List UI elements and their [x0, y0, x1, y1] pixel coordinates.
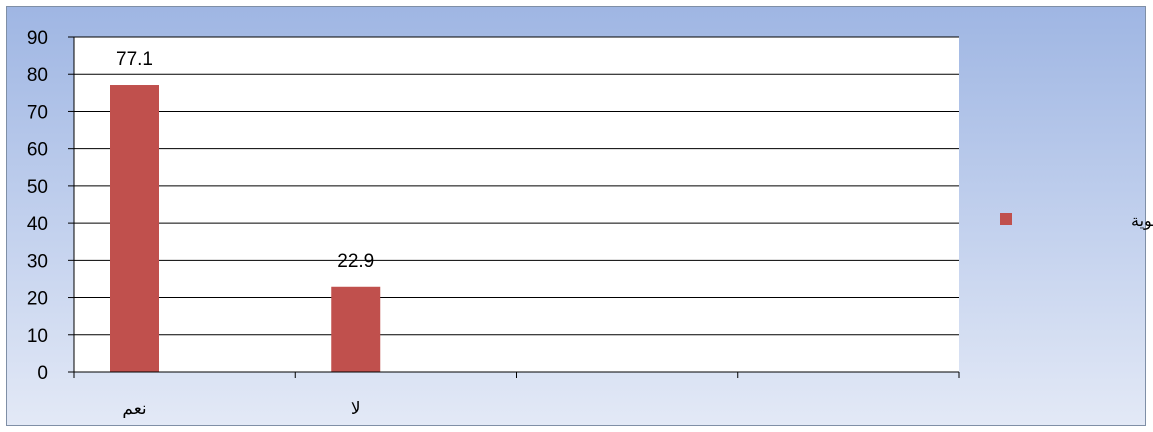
axes [68, 36, 960, 378]
y-tick-label: 20 [27, 289, 48, 310]
labels: 0 10 20 30 40 50 60 70 80 90 77.1 نعم 22.9 لا [27, 28, 374, 419]
bar [110, 85, 159, 373]
bar [331, 286, 381, 372]
legend-swatch [1000, 213, 1012, 225]
x-tick-label: نعم [122, 399, 146, 419]
data-label: 22.9 [337, 251, 374, 272]
y-tick-label: 40 [27, 214, 48, 235]
legend-label: النسبة المئوية [1131, 211, 1153, 231]
gridlines [74, 36, 959, 336]
y-tick-label: 90 [27, 28, 48, 49]
legend: النسبة المئوية [1000, 211, 1153, 231]
plot-area [74, 37, 959, 372]
y-tick-label: 10 [27, 326, 48, 347]
y-tick-label: 70 [27, 102, 48, 123]
y-tick-label: 80 [27, 65, 48, 86]
data-label: 77.1 [116, 49, 153, 70]
y-tick-label: 0 [37, 363, 48, 384]
x-tick-label: لا [351, 399, 361, 419]
bars [110, 85, 381, 373]
y-tick-label: 50 [27, 177, 48, 198]
y-tick-label: 60 [27, 140, 48, 161]
y-tick-label: 30 [27, 251, 48, 272]
